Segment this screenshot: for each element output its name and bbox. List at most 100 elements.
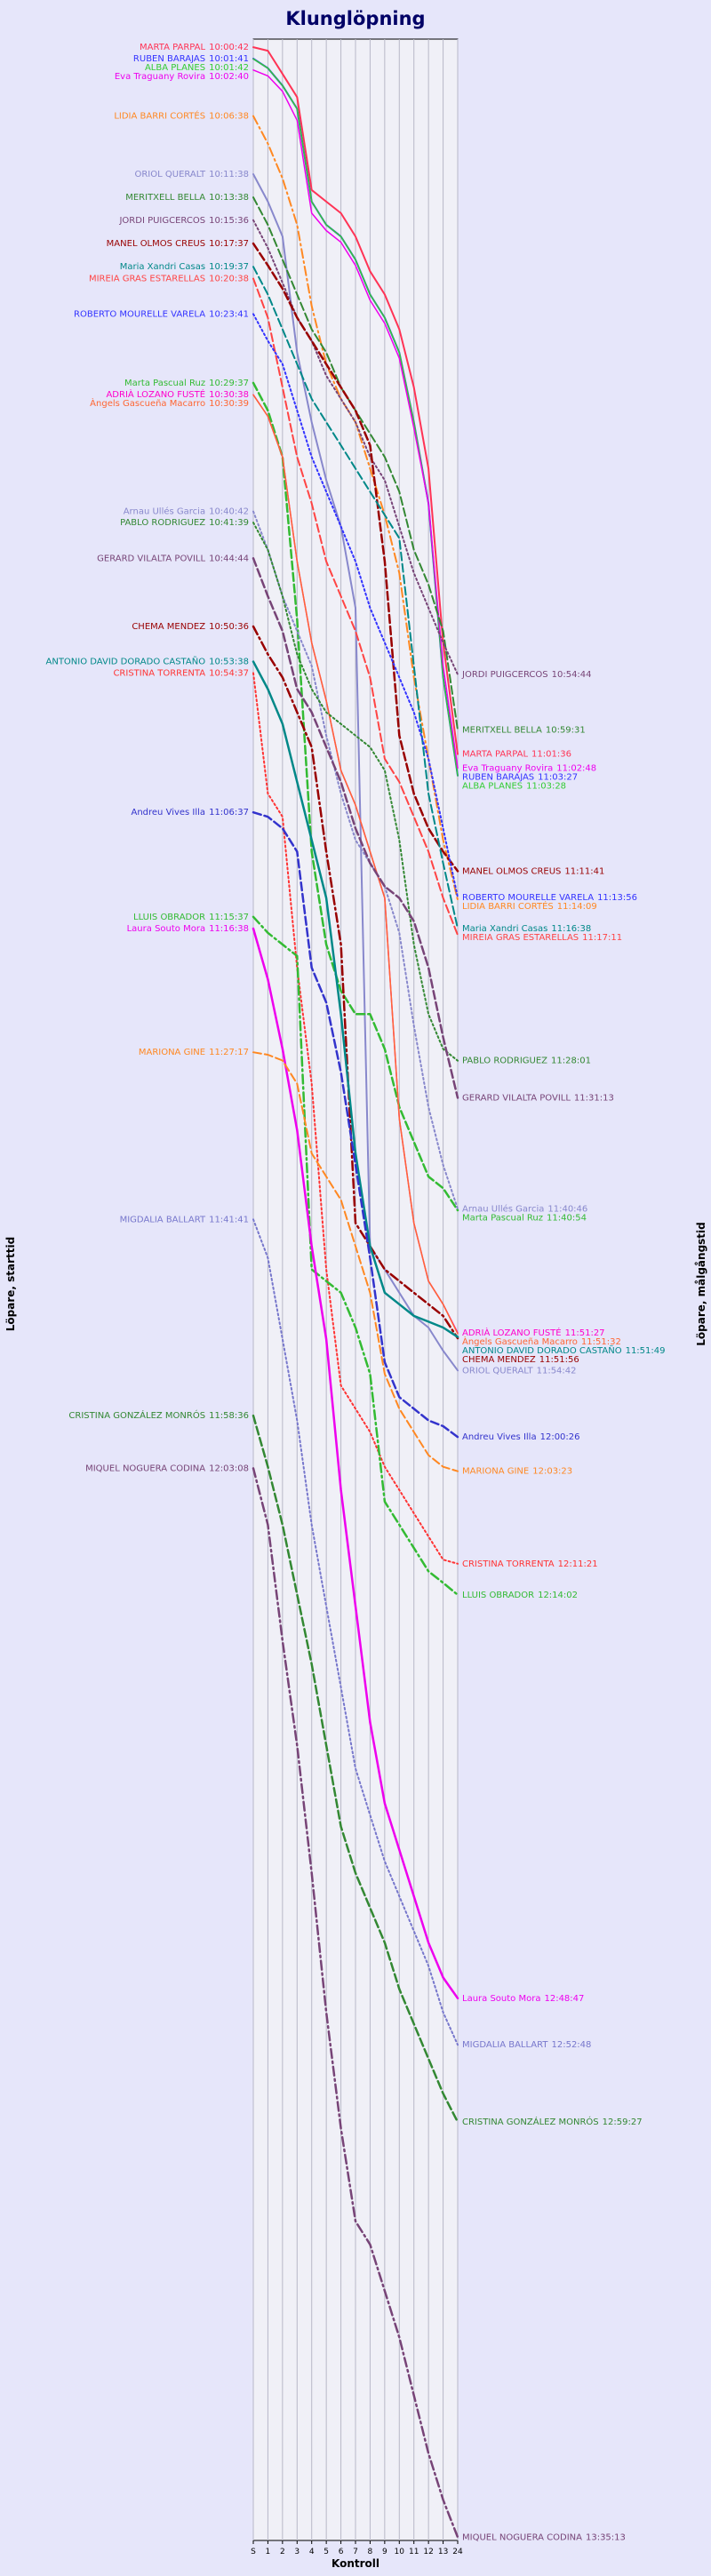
finish-label-cristina-gonzalez-monros: CRISTINA GONZÁLEZ MONRÓS 12:59:27: [462, 2116, 643, 2127]
start-label-name: CRISTINA TORRENTA: [113, 668, 205, 678]
start-label-roberto-mourelle-varela: ROBERTO MOURELLE VARELA 10:23:41: [74, 309, 249, 319]
finish-label-time: 11:51:49: [626, 1346, 666, 1356]
start-label-time: 12:03:08: [209, 1463, 249, 1473]
start-label-time: 10:44:44: [209, 554, 249, 563]
finish-label-name: GERARD VILALTA POVILL: [462, 1094, 571, 1104]
start-label-name: MANEL OLMOS CREUS: [107, 239, 205, 249]
series-line-miquel-noguera-codina: [252, 1467, 459, 2539]
start-label-time: 10:40:42: [209, 507, 249, 517]
start-label-name: Andreu Vives Illa: [131, 808, 205, 817]
series-line-migdalia-ballart: [252, 1218, 459, 2046]
finish-label-antonio-david-dorado-castano: ANTONIO DAVID DORADO CASTAÑO 11:51:49: [462, 1344, 666, 1356]
finish-label-time: 11:40:46: [547, 1204, 587, 1214]
start-label-marta-pascual-ruz: Marta Pascual Ruz 10:29:37: [124, 379, 249, 388]
finish-label-name: Arnau Ullés Garcia: [462, 1203, 544, 1214]
x-axis-title: Kontroll: [332, 2557, 379, 2570]
start-label-name: RUBEN BARAJAS: [133, 54, 205, 64]
series-line-marta-parpal: [252, 46, 459, 755]
finish-label-time: 10:59:31: [546, 725, 586, 735]
finish-label-chema-mendez: CHEMA MENDEZ 11:51:56: [462, 1355, 579, 1365]
start-label-time: 11:41:41: [209, 1215, 249, 1224]
series-line-mariona-gine: [252, 1051, 459, 1472]
start-label-lidia-barri-cortes: LIDIA BARRI CORTÉS 10:06:38: [114, 110, 249, 122]
finish-label-name: LLUIS OBRADOR: [462, 1591, 534, 1600]
start-label-time: 11:06:37: [209, 808, 249, 817]
finish-label-time: 11:13:56: [597, 893, 637, 903]
start-label-antonio-david-dorado-castano: ANTONIO DAVID DORADO CASTAÑO 10:53:38: [46, 656, 250, 667]
start-label-time: 11:27:17: [209, 1048, 249, 1057]
start-label-name: MARIONA GINE: [139, 1048, 205, 1057]
start-label-time: 10:06:38: [209, 112, 249, 122]
tick-label-7: 7: [353, 2548, 358, 2556]
start-label-laura-souto-mora: Laura Souto Mora 11:16:38: [127, 924, 249, 934]
start-label-migdalia-ballart: MIGDALIA BALLART 11:41:41: [120, 1215, 249, 1224]
tick-label-8: 8: [368, 2548, 373, 2556]
finish-label-marta-parpal: MARTA PARPAL 11:01:36: [462, 750, 571, 760]
finish-label-name: Eva Traguany Rovira: [462, 763, 553, 773]
finish-label-name: ALBA PLANES: [462, 781, 523, 791]
start-label-name: CRISTINA GONZÁLEZ MONRÓS: [68, 1409, 205, 1421]
finish-label-name: MIREIA GRAS ESTARELLAS: [462, 933, 579, 943]
tick-label-0: S: [251, 2548, 256, 2556]
finish-label-name: PABLO RODRIGUEZ: [462, 1057, 547, 1066]
finish-label-mariona-gine: MARIONA GINE 12:03:23: [462, 1467, 572, 1477]
finish-label-maria-xandri-casas: Maria Xandri Casas 11:16:38: [462, 924, 591, 934]
finish-label-name: MIQUEL NOGUERA CODINA: [462, 2532, 582, 2542]
finish-label-manel-olmos-creus: MANEL OLMOS CREUS 11:11:41: [462, 866, 604, 876]
finish-label-time: 12:14:02: [538, 1591, 578, 1600]
start-label-time: 10:41:39: [209, 518, 249, 528]
finish-label-name: CRISTINA GONZÁLEZ MONRÓS: [462, 2116, 599, 2127]
finish-label-name: CHEMA MENDEZ: [462, 1355, 536, 1365]
series-line-oriol-queralt: [252, 173, 459, 1372]
start-label-name: Eva Traguany Rovira: [115, 72, 205, 82]
finish-label-name: Andreu Vives Illa: [462, 1432, 537, 1442]
finish-label-name: Laura Souto Mora: [462, 1994, 540, 2004]
start-label-time: 10:11:38: [209, 170, 249, 179]
start-label-cristina-gonzalez-monros: CRISTINA GONZÁLEZ MONRÓS 11:58:36: [68, 1409, 249, 1421]
finish-label-mireia-gras-estarellas: MIREIA GRAS ESTARELLAS 11:17:11: [462, 933, 622, 943]
finish-label-jordi-puigcercos: JORDI PUIGCERCOS 10:54:44: [461, 670, 592, 680]
start-label-time: 10:53:38: [209, 658, 249, 667]
series-line-arnau-ulles-garcia: [252, 510, 459, 1210]
series-line-lluis-obrador: [252, 915, 459, 1597]
tick-label-9: 9: [382, 2548, 387, 2556]
start-label-name: CHEMA MENDEZ: [132, 622, 205, 632]
finish-label-name: MARIONA GINE: [462, 1467, 529, 1477]
start-label-cristina-torrenta: CRISTINA TORRENTA 10:54:37: [113, 668, 249, 678]
start-label-time: 10:17:37: [209, 239, 249, 249]
finish-label-name: Àngels Gascueña Macarro: [462, 1336, 578, 1347]
finish-label-time: 11:03:28: [526, 781, 566, 791]
y-axis-title-left: Löpare, starttid: [4, 1237, 17, 1331]
tick-label-2: 2: [280, 2548, 285, 2556]
tick-label-13: 13: [438, 2548, 448, 2556]
series-line-eva-traguany-rovira: [252, 69, 459, 770]
start-label-oriol-queralt: ORIOL QUERALT 10:11:38: [134, 170, 249, 179]
start-label-name: LLUIS OBRADOR: [133, 913, 205, 922]
start-label-time: 11:58:36: [209, 1411, 249, 1421]
series-line-laura-souto-mora: [252, 927, 459, 2000]
start-label-time: 10:15:36: [209, 216, 249, 226]
finish-label-name: MERITXELL BELLA: [462, 725, 542, 735]
finish-label-marta-pascual-ruz: Marta Pascual Ruz 11:40:54: [462, 1213, 587, 1223]
tick-label-4: 4: [309, 2548, 315, 2556]
start-label-name: MIREIA GRAS ESTARELLAS: [89, 275, 205, 284]
start-label-ruben-barajas: RUBEN BARAJAS 10:01:41: [133, 54, 249, 64]
finish-label-eva-traguany-rovira: Eva Traguany Rovira 11:02:48: [462, 763, 596, 773]
start-label-lluis-obrador: LLUIS OBRADOR 11:15:37: [133, 913, 249, 922]
start-label-name: PABLO RODRIGUEZ: [120, 518, 205, 528]
series-line-andreu-vives-illa: [252, 810, 459, 1439]
start-label-name: MARTA PARPAL: [140, 43, 205, 52]
series-line-maria-xandri-casas: [252, 266, 459, 929]
finish-label-time: 11:51:56: [539, 1355, 579, 1365]
start-label-eva-traguany-rovira: Eva Traguany Rovira 10:02:40: [115, 72, 249, 82]
start-label-time: 10:30:38: [209, 390, 249, 400]
finish-label-time: 11:28:01: [551, 1057, 591, 1066]
start-label-name: Àngels Gascueña Macarro: [90, 397, 205, 409]
y-axis-title-right: Löpare, målgångstid: [695, 1222, 707, 1346]
finish-label-time: 11:16:38: [551, 924, 591, 934]
finish-label-time: 12:00:26: [540, 1432, 580, 1442]
start-label-miquel-noguera-codina: MIQUEL NOGUERA CODINA 12:03:08: [85, 1463, 249, 1473]
finish-label-adria-lozano-fuste: ADRIÀ LOZANO FUSTÉ 11:51:27: [462, 1327, 605, 1338]
series-line-mireia-gras-estarellas: [252, 277, 459, 937]
